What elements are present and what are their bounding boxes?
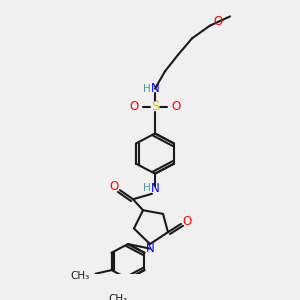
- Text: O: O: [171, 100, 181, 113]
- Text: O: O: [110, 180, 118, 193]
- Text: CH₃: CH₃: [108, 294, 128, 300]
- Text: O: O: [213, 15, 223, 28]
- Text: H: H: [143, 84, 151, 94]
- Text: H: H: [143, 183, 151, 193]
- Text: CH₃: CH₃: [70, 271, 89, 281]
- Text: O: O: [182, 215, 192, 228]
- Text: S: S: [151, 100, 159, 113]
- Text: N: N: [146, 242, 154, 255]
- Text: N: N: [151, 182, 159, 195]
- Text: O: O: [129, 100, 139, 113]
- Text: N: N: [151, 82, 159, 95]
